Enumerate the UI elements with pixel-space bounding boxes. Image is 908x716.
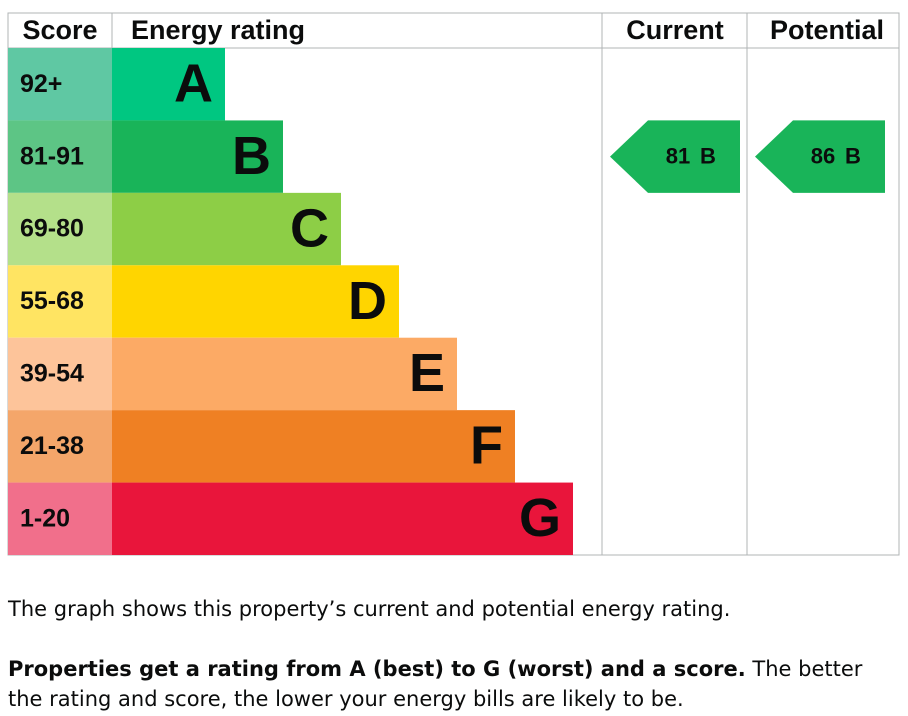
header: Score	[22, 15, 97, 45]
rating-letter: B	[845, 143, 861, 168]
rating-value: 81	[666, 143, 690, 168]
band-letter: G	[519, 488, 561, 548]
band-bar	[112, 482, 573, 555]
band-letter: E	[409, 343, 445, 403]
score-cell	[8, 192, 112, 266]
score-cell	[8, 120, 112, 193]
score-label: 1-20	[20, 504, 70, 532]
band-letter: A	[174, 53, 213, 113]
band-letter: B	[232, 126, 271, 186]
rating-arrow	[755, 120, 885, 193]
band-bar	[112, 48, 225, 121]
epc-chart: Score Energy rating Current Potential 92…	[7, 12, 900, 556]
band-bar	[112, 265, 399, 338]
header: Potential	[770, 15, 884, 45]
band-bar	[112, 337, 457, 411]
score-label: 92+	[20, 70, 62, 98]
band-bar	[112, 120, 283, 193]
score-cell	[8, 337, 112, 411]
score-cell	[8, 482, 112, 555]
score-cell	[8, 48, 112, 121]
score-cell	[8, 410, 112, 483]
band-letter: F	[470, 416, 503, 476]
score-label: 69-80	[20, 215, 84, 243]
explanation: Properties get a rating from A (best) to…	[8, 654, 898, 714]
header: Energy rating	[131, 15, 305, 45]
rating-arrow	[610, 120, 740, 193]
band-bar	[112, 410, 515, 483]
rating-value: 86	[811, 143, 835, 168]
score-label: 39-54	[20, 360, 84, 388]
band-bar	[112, 192, 341, 266]
summary: The graph shows this property’s current …	[8, 597, 731, 621]
band-letter: D	[348, 271, 387, 331]
rest-text: The better the rating and score, the low…	[8, 657, 863, 711]
band-letter: C	[290, 198, 329, 258]
score-label: 21-38	[20, 432, 84, 460]
score-label: 81-91	[20, 142, 84, 170]
header: Current	[626, 15, 724, 45]
score-label: 55-68	[20, 287, 84, 315]
rating-letter: B	[700, 143, 716, 168]
score-cell	[8, 265, 112, 338]
bold-text: Properties get a rating from A (best) to…	[8, 657, 746, 681]
